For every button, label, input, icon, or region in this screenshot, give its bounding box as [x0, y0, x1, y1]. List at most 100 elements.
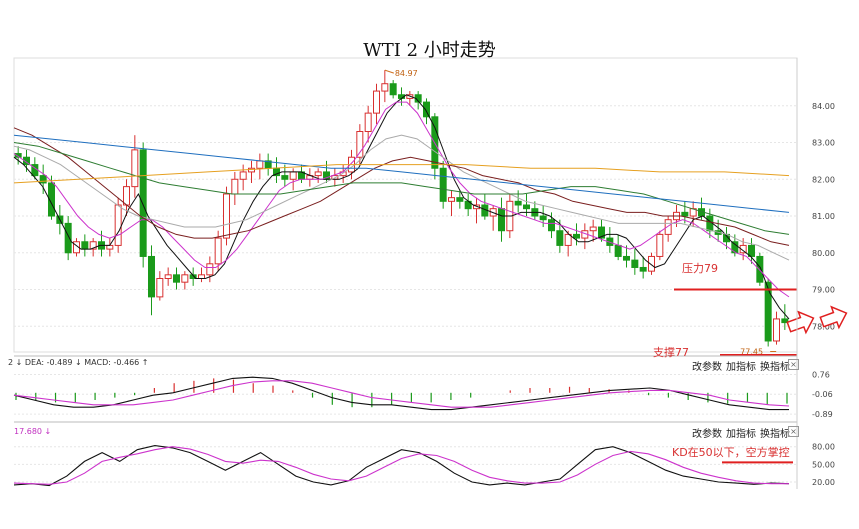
main-y-tick-label: 79.00 [812, 286, 835, 295]
moving-average-ma120 [13, 134, 790, 213]
candle [289, 171, 297, 180]
candle [256, 160, 264, 169]
candle [598, 226, 605, 239]
main-y-tick-label: 82.00 [812, 175, 835, 184]
kd-annotation: KD在50以下，空方掌控 [672, 446, 790, 459]
candle [498, 208, 505, 232]
chart-title: WTI 2 小时走势 [363, 40, 496, 61]
candle [231, 178, 239, 195]
macd-y-tick-label: -0.89 [812, 410, 833, 419]
macd-close-icon[interactable]: × [788, 359, 799, 370]
candle [373, 90, 380, 114]
macd-y-tick-label: -0.06 [812, 390, 833, 399]
macd-switch-indicator-button[interactable]: 换指标 [760, 362, 790, 373]
candle [123, 186, 130, 206]
candle [39, 175, 47, 184]
candle [564, 233, 572, 246]
candle [131, 149, 139, 188]
macd-edit-params-button[interactable]: 改参数 [692, 362, 722, 373]
candle [589, 226, 597, 232]
candle [548, 219, 555, 232]
candle [89, 241, 97, 250]
candle [456, 197, 464, 202]
candle [389, 83, 397, 96]
candle [139, 149, 147, 257]
kdj-edit-params-button[interactable]: 改参数 [692, 429, 722, 440]
candle [764, 281, 772, 342]
macd-header-values: 2 ↓ DEA: -0.489 ↓ MACD: -0.466 ↑ [8, 358, 149, 367]
high-value-label: 84.97 [395, 69, 418, 78]
candle [48, 182, 55, 217]
kdj-y-tick-label: 80.00 [812, 443, 835, 452]
candle [648, 255, 655, 272]
candle [423, 101, 430, 118]
kdj-close-icon[interactable]: × [788, 426, 799, 437]
candle [214, 237, 222, 265]
candle [223, 193, 230, 239]
main-y-tick-label: 81.00 [812, 212, 835, 221]
candle [73, 241, 80, 254]
candle [539, 215, 547, 221]
kdj-k-line [13, 445, 790, 487]
candle [106, 244, 114, 250]
candle [681, 211, 689, 217]
kdj-switch-indicator-button[interactable]: 换指标 [760, 429, 790, 440]
macd-add-indicator-button[interactable]: 加指标 [726, 362, 756, 373]
kdj-y-tick-label: 20.00 [812, 478, 835, 487]
candle [614, 244, 622, 257]
kdj-add-indicator-button[interactable]: 加指标 [726, 429, 756, 440]
candle [14, 153, 22, 158]
main-y-tick-label: 83.00 [812, 139, 835, 148]
arrow-shape [786, 310, 815, 335]
candle [364, 112, 372, 132]
candle [248, 167, 255, 173]
kdj-y-tick-label: 50.00 [812, 460, 835, 469]
moving-average-ma60 [13, 142, 790, 235]
candle [239, 171, 247, 180]
kdj-d-line [13, 446, 789, 485]
candle [381, 83, 389, 92]
candle [314, 171, 322, 177]
macd-dea-line [13, 380, 790, 408]
moving-average-ma30 [13, 127, 790, 246]
candle [781, 318, 789, 324]
candle [631, 259, 639, 268]
candle [523, 204, 530, 210]
candle [81, 241, 89, 250]
candle [23, 156, 30, 166]
candle [639, 266, 647, 272]
candle [473, 204, 480, 210]
candle [439, 167, 447, 202]
candle [756, 255, 764, 283]
macd-dif-line [13, 376, 789, 411]
candle [656, 233, 664, 257]
candle [773, 318, 780, 342]
high-pointer [384, 69, 394, 74]
main-y-tick-label: 84.00 [812, 102, 835, 111]
candle [356, 131, 364, 158]
candle [573, 233, 580, 239]
candle [181, 274, 189, 283]
red-arrow-left [786, 310, 815, 335]
red-arrow-right [819, 305, 848, 330]
candle [281, 175, 289, 180]
candle [173, 274, 180, 283]
low-value-label: 77.45 [740, 347, 763, 356]
moving-average-ma250 [13, 164, 790, 184]
candle [731, 241, 739, 254]
resistance-label: 压力79 [682, 262, 718, 275]
candle [64, 222, 72, 254]
moving-average-ma10 [13, 101, 790, 298]
candle [664, 219, 672, 235]
candle [206, 263, 214, 276]
kdj-header-value: 17.680 ↓ [14, 427, 52, 436]
candle [556, 230, 564, 246]
candle [739, 244, 747, 254]
support-label: 支撑77 [653, 346, 689, 359]
moving-average-ma20 [13, 134, 790, 261]
moving-average-ma5 [13, 94, 790, 320]
candle [748, 244, 755, 257]
candle [514, 200, 522, 206]
main-y-tick-label: 80.00 [812, 249, 835, 258]
